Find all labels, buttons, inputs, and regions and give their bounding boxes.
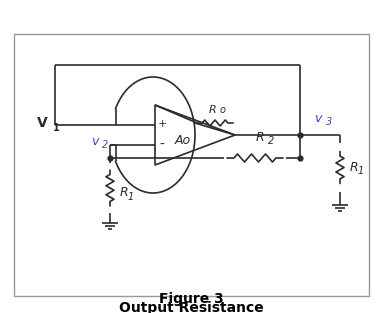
- Text: R: R: [120, 187, 129, 199]
- Text: V: V: [37, 116, 48, 130]
- Text: R: R: [350, 161, 358, 174]
- Text: 2: 2: [102, 140, 108, 150]
- Text: 1: 1: [358, 167, 364, 177]
- Text: +: +: [157, 119, 167, 129]
- Text: Figure 3: Figure 3: [159, 292, 223, 306]
- Text: v: v: [91, 135, 99, 148]
- Text: Output Resistance: Output Resistance: [119, 301, 264, 313]
- Text: 2: 2: [268, 136, 274, 146]
- Text: R: R: [256, 131, 264, 144]
- Text: 3: 3: [326, 117, 332, 127]
- Text: Ao: Ao: [175, 135, 191, 147]
- Bar: [14, 34, 369, 296]
- Text: 1: 1: [128, 192, 134, 202]
- Text: o: o: [220, 105, 226, 115]
- Text: 1: 1: [53, 123, 60, 133]
- Text: R: R: [209, 105, 217, 115]
- Text: v: v: [314, 112, 322, 125]
- Text: -: -: [160, 138, 164, 152]
